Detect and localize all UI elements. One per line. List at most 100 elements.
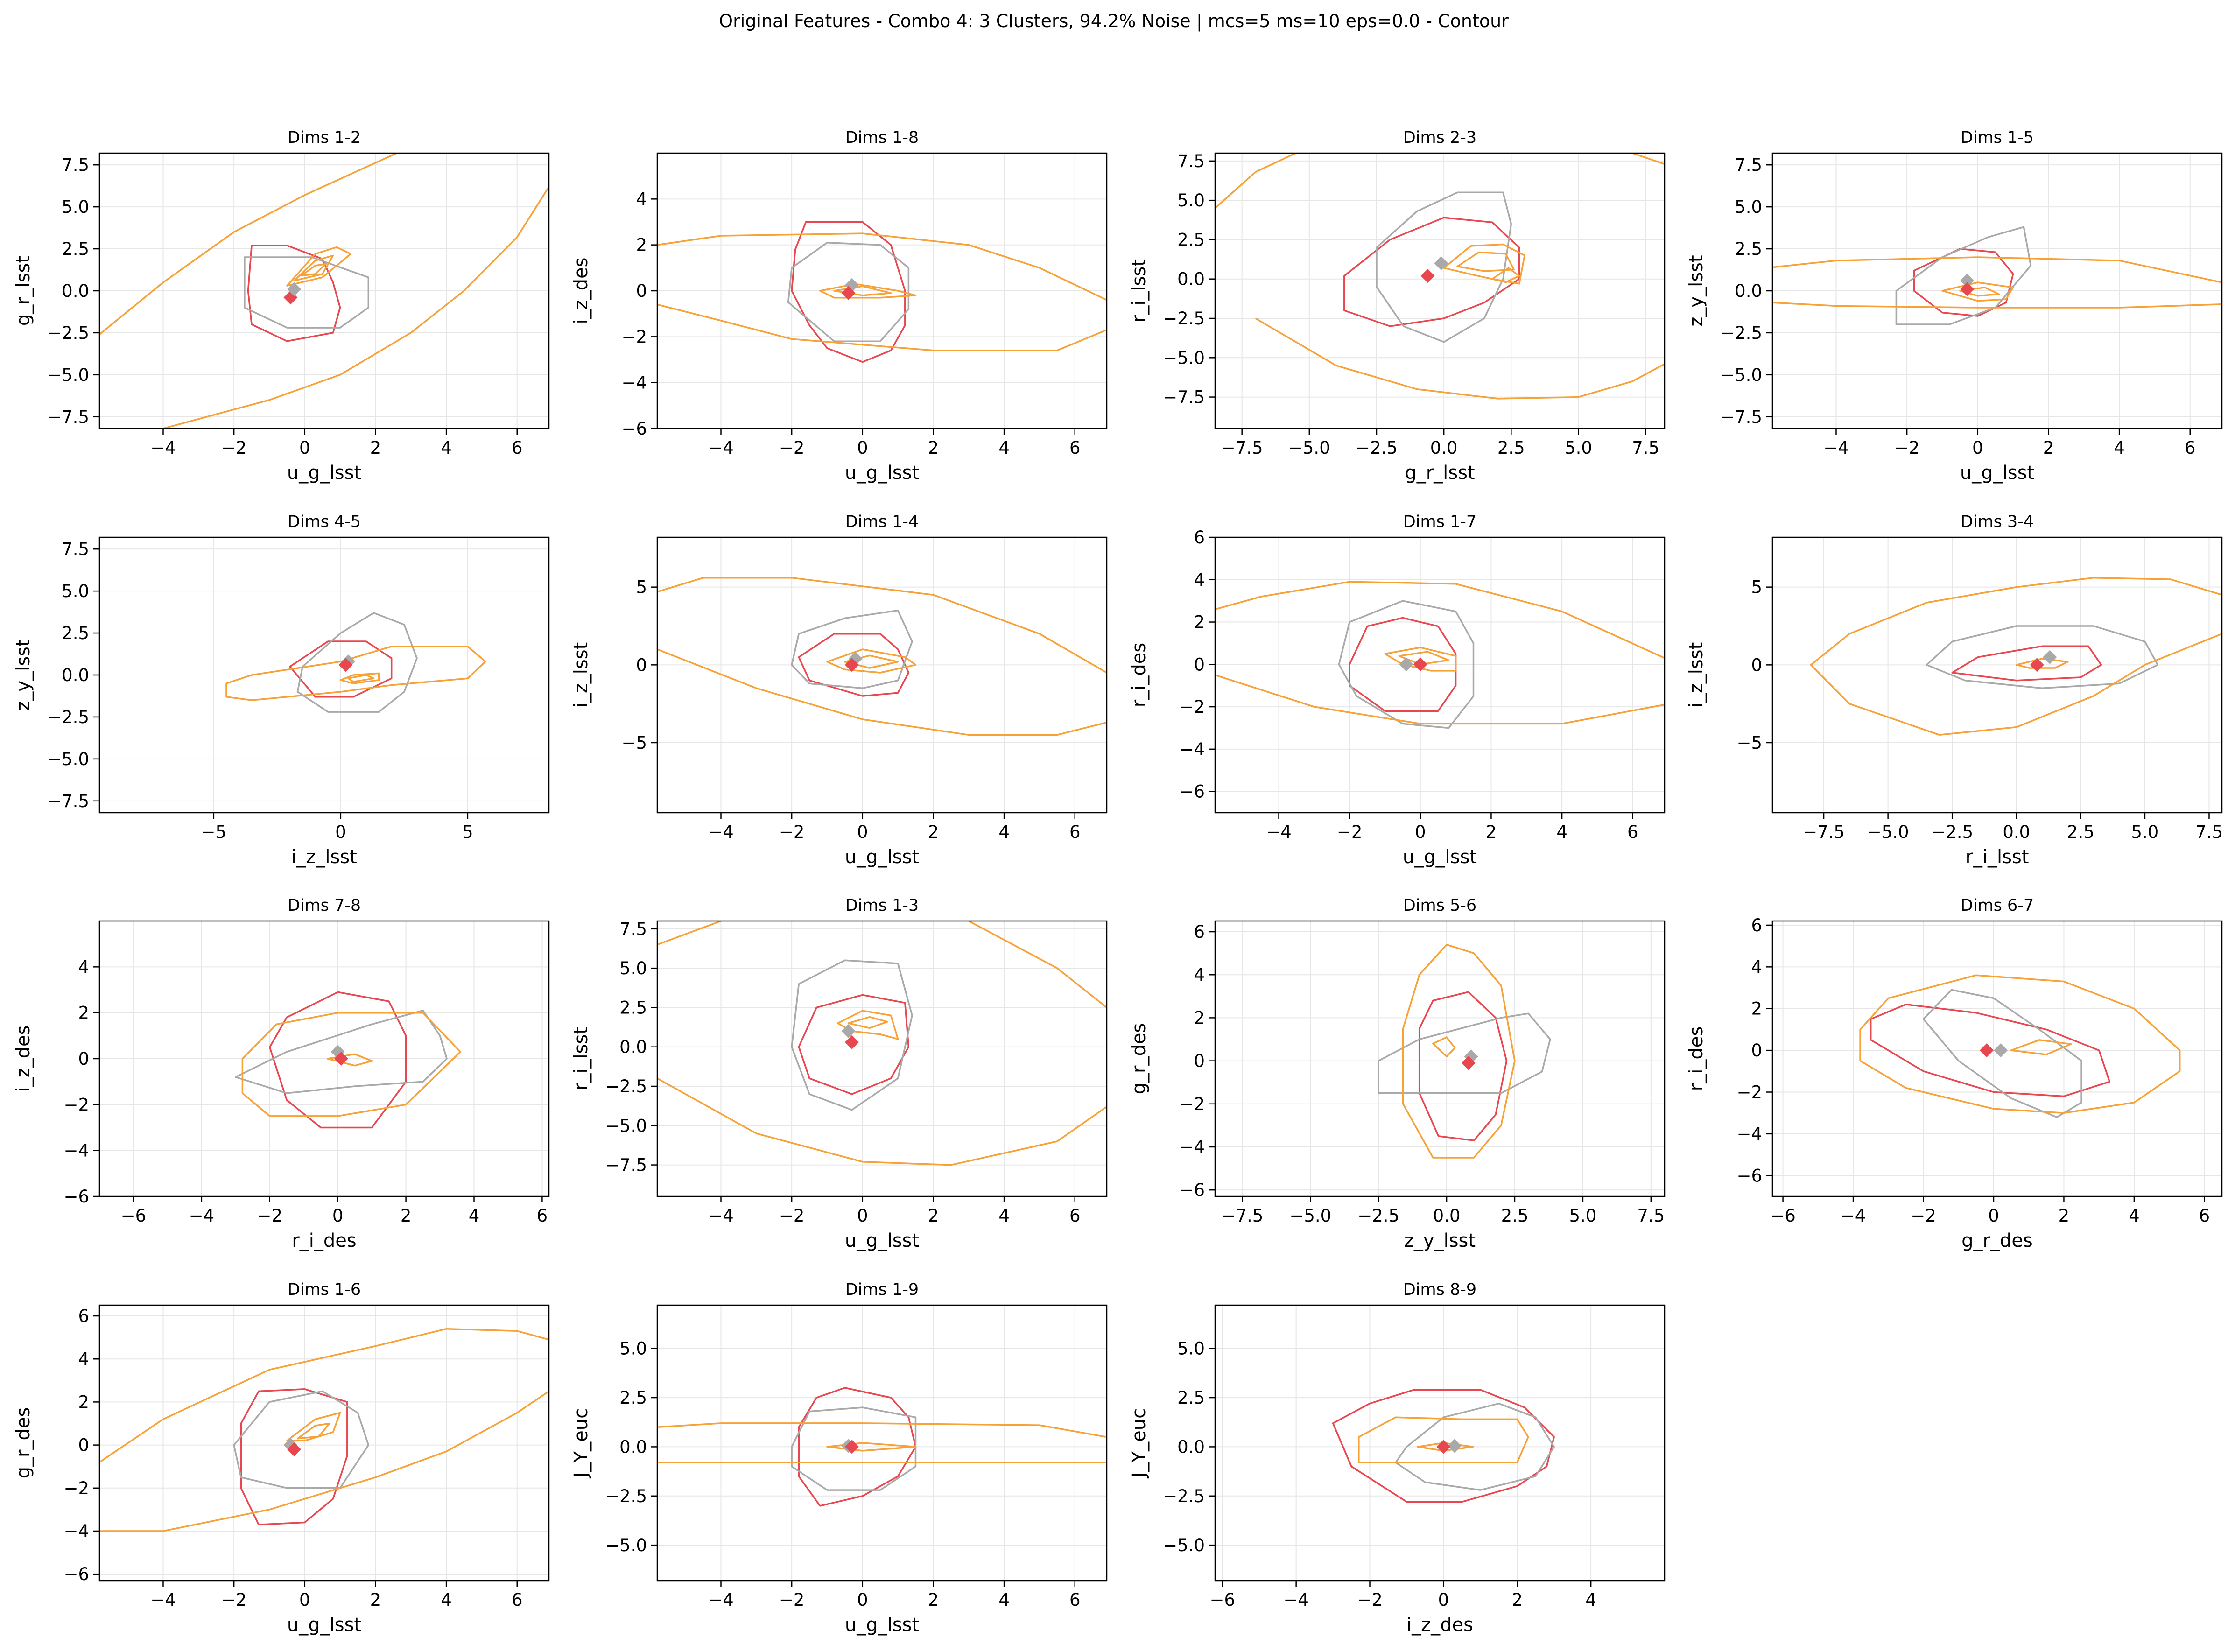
x-tick-label: 6 bbox=[2199, 1206, 2210, 1226]
y-tick-label: 5.0 bbox=[619, 1339, 647, 1359]
y-tick-label: −4 bbox=[1179, 1137, 1205, 1157]
subplot-title: Dims 1-7 bbox=[1403, 513, 1476, 531]
y-axis-label: r_i_lsst bbox=[570, 1027, 592, 1090]
x-tick-label: 2 bbox=[370, 1590, 381, 1610]
y-tick-label: 0 bbox=[1751, 655, 1762, 675]
y-tick-label: −2 bbox=[1736, 1083, 1762, 1103]
x-tick-label: −5.0 bbox=[1289, 1206, 1331, 1226]
subplot-title: Dims 5-6 bbox=[1403, 896, 1476, 915]
y-tick-label: −5.0 bbox=[605, 1535, 647, 1555]
x-tick-label: −2 bbox=[1357, 1590, 1383, 1610]
axes-frame bbox=[1214, 536, 1666, 814]
centroid-marker-red bbox=[1420, 268, 1435, 283]
x-tick-label: −2 bbox=[1911, 1206, 1936, 1226]
x-tick-label: −2 bbox=[779, 1206, 805, 1226]
y-tick-label: −2.5 bbox=[1720, 323, 1762, 343]
contour-line-gray bbox=[1926, 625, 2159, 689]
y-tick-label: 5.0 bbox=[1177, 1339, 1205, 1359]
x-axis-label: u_g_lsst bbox=[287, 1614, 361, 1636]
y-tick-label: 0.0 bbox=[1177, 1437, 1205, 1457]
y-axis-label: r_i_lsst bbox=[1128, 259, 1150, 323]
x-axis-label: u_g_lsst bbox=[845, 1614, 919, 1636]
y-tick-label: −2.5 bbox=[605, 1076, 647, 1097]
contour-line-orange bbox=[1772, 256, 2222, 309]
y-tick-label: −7.5 bbox=[47, 407, 89, 427]
y-tick-label: 2 bbox=[636, 235, 647, 255]
x-tick-label: 0 bbox=[299, 1590, 310, 1610]
y-axis-label: i_z_lsst bbox=[570, 642, 592, 708]
centroid-marker-red bbox=[845, 1440, 859, 1454]
y-tick-label: −7.5 bbox=[47, 791, 89, 811]
x-axis-label: i_z_lsst bbox=[291, 846, 357, 868]
contour-line-red bbox=[1343, 217, 1520, 327]
grid bbox=[99, 537, 549, 813]
y-axis-label: J_Y_euc bbox=[570, 1408, 592, 1479]
grid bbox=[1772, 921, 2222, 1196]
y-tick-label: −5.0 bbox=[1720, 365, 1762, 385]
x-tick-label: −4 bbox=[1823, 438, 1849, 458]
subplot: −4 −2 0 2 4 6 −7.5 −5.0 −2.5 0.0 2.5 5.0 7.5 Dims 1-2… bbox=[13, 128, 550, 484]
centroid-marker-red bbox=[287, 1442, 302, 1456]
x-axis-label: u_g_lsst bbox=[845, 462, 919, 484]
contour-line-gray bbox=[787, 242, 910, 342]
x-tick-label: −2 bbox=[779, 1590, 805, 1610]
contour-line-gray bbox=[233, 1390, 370, 1489]
grid bbox=[657, 153, 1107, 429]
y-tick-label: 5.0 bbox=[1177, 190, 1205, 211]
x-axis-label: g_r_des bbox=[1961, 1230, 2033, 1251]
contour-line-orange bbox=[1491, 267, 1520, 283]
contour-line-gray bbox=[244, 256, 370, 329]
x-tick-label: 0 bbox=[857, 1206, 868, 1226]
centroid-marker-gray bbox=[1434, 256, 1448, 270]
y-axis-label: z_y_lsst bbox=[13, 639, 34, 710]
centroid-marker-red bbox=[1436, 1440, 1451, 1454]
x-tick-label: −4 bbox=[1283, 1590, 1309, 1610]
x-tick-label: 0 bbox=[1972, 438, 1983, 458]
subplot-title: Dims 1-3 bbox=[845, 896, 919, 915]
contour-line-orange bbox=[327, 1053, 373, 1067]
x-tick-label: −4 bbox=[1266, 822, 1292, 842]
plot-area bbox=[1378, 943, 1551, 1159]
x-tick-label: −2 bbox=[1894, 438, 1920, 458]
contour-line-orange bbox=[1443, 243, 1525, 285]
y-tick-label: 4 bbox=[78, 1349, 89, 1369]
contour-line-orange bbox=[657, 1077, 1107, 1166]
x-tick-label: 6 bbox=[1069, 438, 1081, 458]
x-tick-label: −2 bbox=[779, 822, 805, 842]
x-tick-label: −5.0 bbox=[1288, 438, 1330, 458]
y-tick-label: −4 bbox=[1179, 739, 1205, 759]
plot-area bbox=[657, 1387, 1107, 1507]
contour-line-orange bbox=[826, 648, 917, 674]
y-tick-label: −5.0 bbox=[1163, 1535, 1205, 1555]
centroid-marker-gray bbox=[287, 282, 302, 296]
x-tick-label: 2 bbox=[928, 1206, 939, 1226]
subplot: −7.5 −5.0 −2.5 0.0 2.5 5.0 7.5 −5 0 5 Dims 3-4 r_i_… bbox=[1686, 513, 2223, 868]
plot-area bbox=[225, 612, 486, 713]
contour-line-red bbox=[247, 245, 341, 342]
x-tick-label: 2 bbox=[928, 1590, 939, 1610]
x-tick-label: 2 bbox=[1511, 1590, 1523, 1610]
y-tick-label: −2.5 bbox=[47, 323, 89, 343]
subplot-title: Dims 1-2 bbox=[288, 128, 361, 147]
contour-line-orange bbox=[657, 232, 1107, 351]
x-tick-label: 6 bbox=[537, 1206, 548, 1226]
y-tick-label: −2 bbox=[621, 327, 647, 347]
contour-line-red bbox=[1951, 645, 2102, 682]
y-tick-label: −2.5 bbox=[605, 1486, 647, 1506]
y-tick-label: 2 bbox=[78, 1003, 89, 1023]
centroid-marker-gray bbox=[1994, 1043, 2008, 1058]
grid bbox=[1772, 537, 2222, 813]
x-tick-label: 2 bbox=[370, 438, 381, 458]
x-tick-label: −2 bbox=[779, 438, 805, 458]
plot-area bbox=[657, 576, 1107, 736]
x-axis-label: u_g_lsst bbox=[845, 846, 919, 868]
x-tick-label: 6 bbox=[512, 438, 523, 458]
contour-line-orange bbox=[1456, 251, 1515, 272]
centroid-marker-red bbox=[338, 658, 353, 672]
y-tick-label: 4 bbox=[1751, 957, 1762, 977]
grid bbox=[657, 921, 1107, 1196]
y-tick-label: 2 bbox=[1194, 1008, 1205, 1028]
subplot-title: Dims 1-6 bbox=[288, 1280, 361, 1299]
contour-line-gray bbox=[791, 609, 913, 689]
x-tick-label: −5 bbox=[201, 822, 227, 842]
